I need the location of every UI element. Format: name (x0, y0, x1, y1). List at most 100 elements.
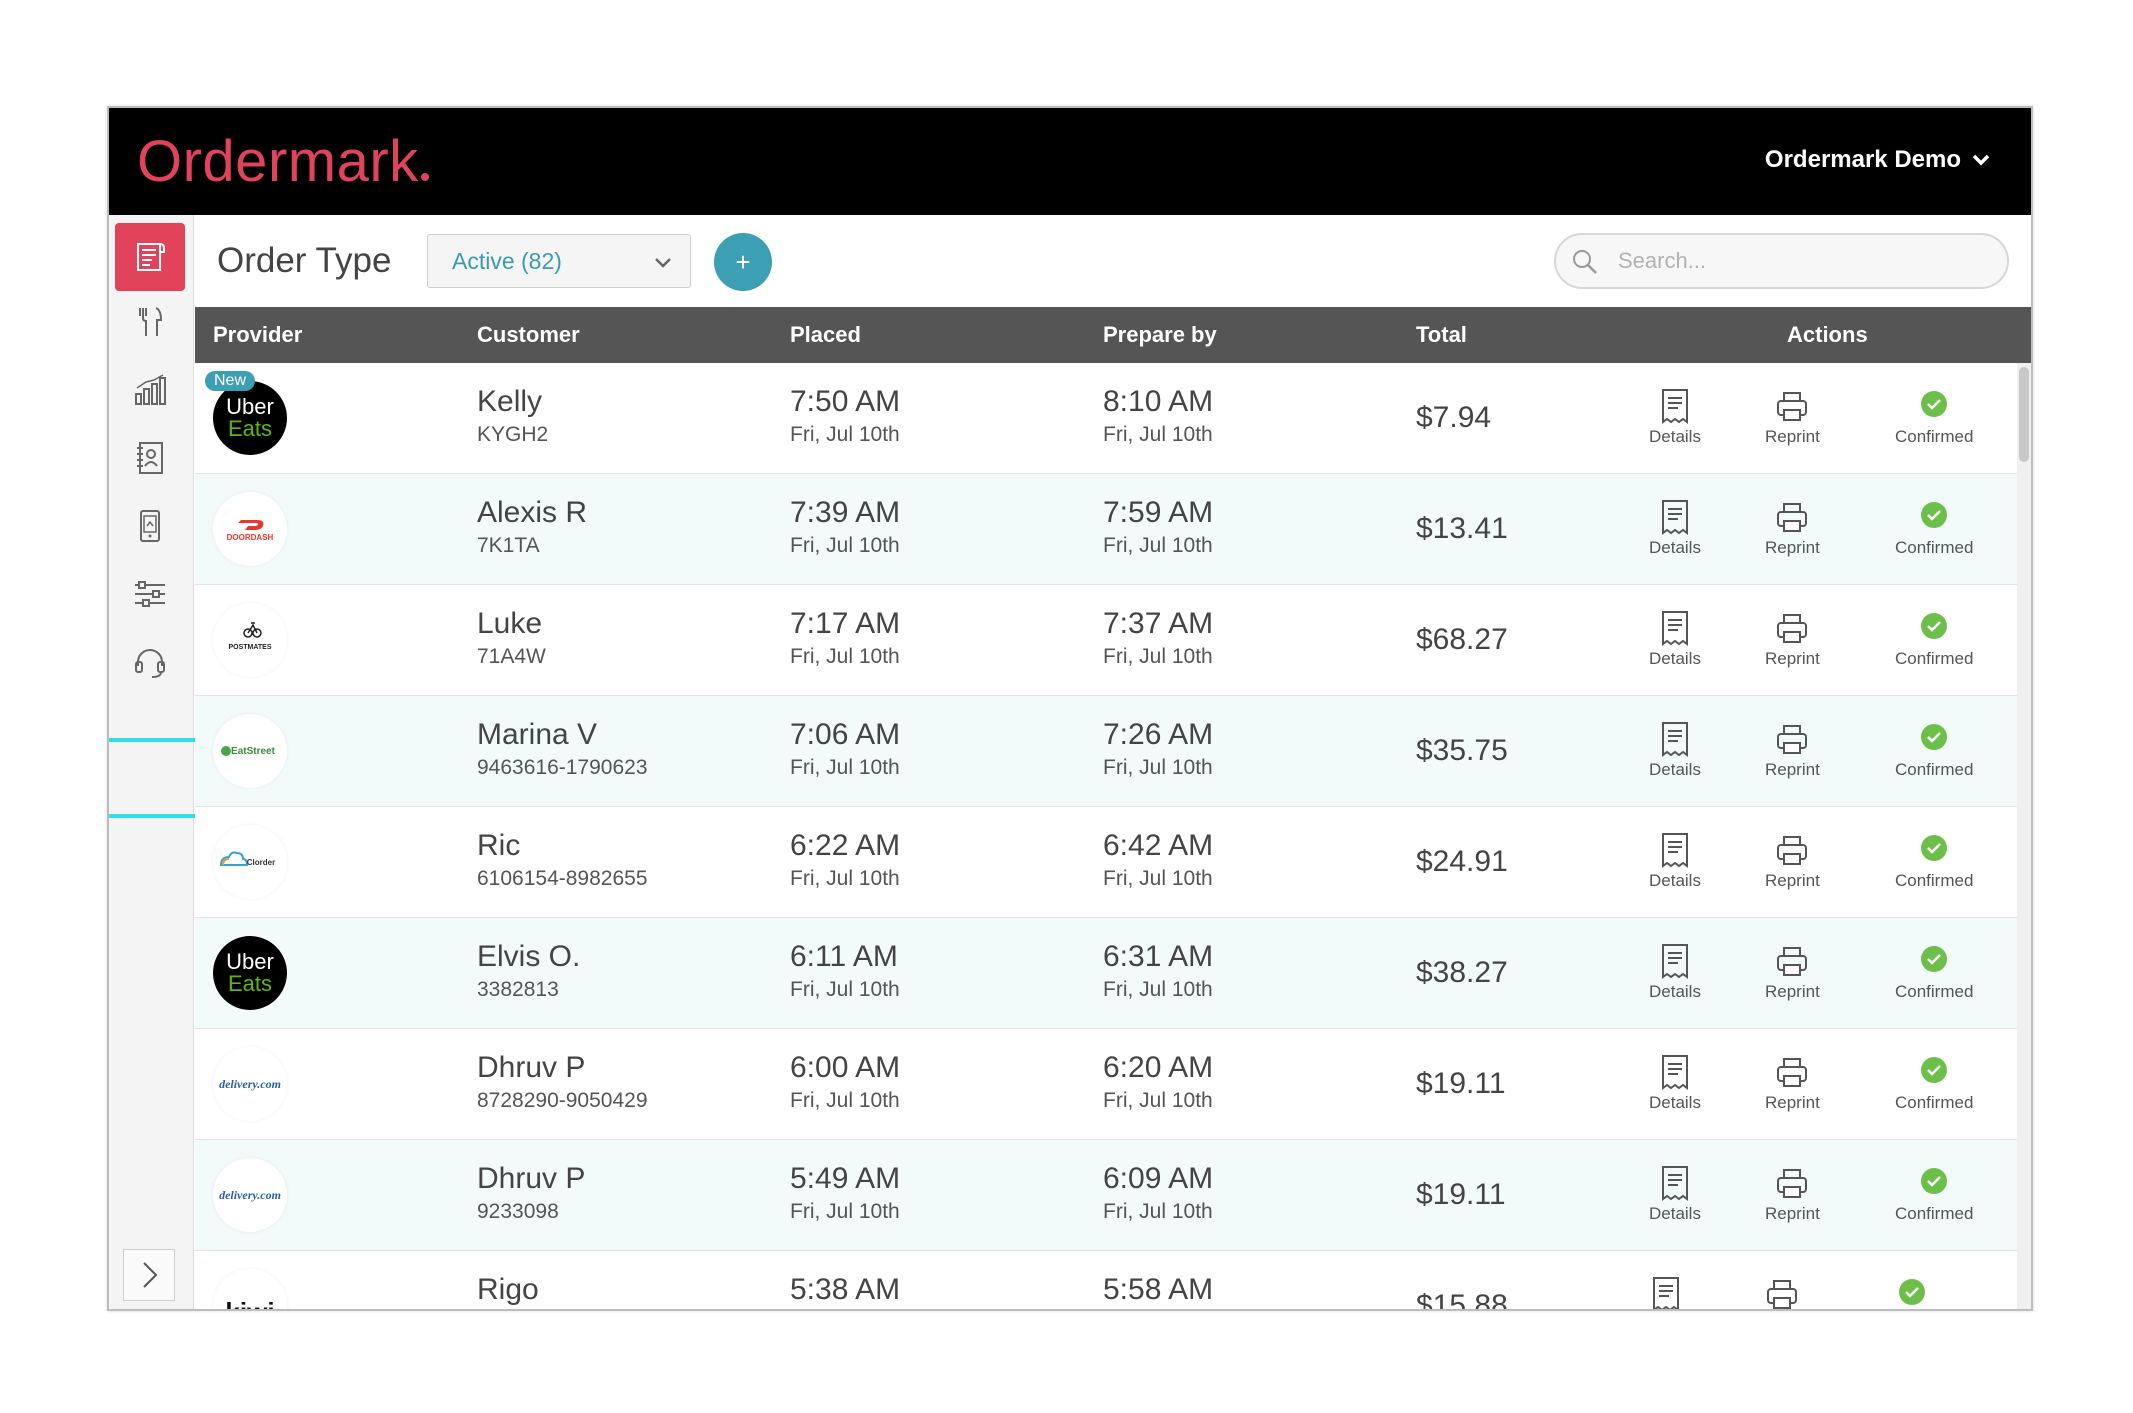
details-label: Details (1649, 982, 1701, 1001)
app-window: Ordermark Ordermark Demo (107, 106, 2033, 1311)
reprint-button[interactable]: Reprint (1765, 720, 1820, 780)
confirmed-status[interactable]: Confirmed (1895, 720, 1973, 780)
details-button[interactable]: Details (1649, 387, 1701, 447)
prepare-date: Fri, Jul 10th (1103, 423, 1213, 446)
order-total: $19.11 (1416, 1178, 1506, 1211)
order-type-select[interactable]: Active (82) (427, 234, 691, 288)
table-row[interactable]: kiwi Rigo 5:38 AM 5:58 AM $15.88 (195, 1251, 2021, 1309)
customer-name: Marina V (477, 718, 598, 751)
placed-date: Fri, Jul 10th (790, 867, 900, 890)
sidebar-item-orders[interactable] (115, 223, 185, 291)
confirmed-status[interactable]: Confirmed (1895, 942, 1973, 1002)
details-label: Details (1649, 1204, 1701, 1223)
confirmed-status[interactable]: Confirmed (1895, 387, 1973, 447)
new-badge: New (205, 371, 256, 391)
confirmed-label: Confirmed (1895, 1204, 1974, 1223)
details-button[interactable]: Details (1649, 720, 1701, 780)
order-id: 9463616-1790623 (477, 756, 648, 779)
header-total: Total (1416, 322, 1467, 347)
confirmed-status[interactable] (1895, 1275, 1929, 1309)
reprint-button[interactable]: Reprint (1765, 387, 1820, 447)
prepare-date: Fri, Jul 10th (1103, 756, 1213, 779)
table-row[interactable]: delivery.com Dhruv P 9233098 5:49 AM Fri… (195, 1140, 2021, 1251)
confirmed-status[interactable]: Confirmed (1895, 609, 1973, 669)
kiwi-logo: kiwi (213, 1269, 287, 1309)
details-button[interactable] (1649, 1275, 1683, 1309)
confirmed-status[interactable]: Confirmed (1895, 1164, 1973, 1224)
table-row[interactable]: New Uber Eats Kelly KYGH2 7:50 AM Fri, Ju… (195, 363, 2021, 474)
order-type-value: Active (82) (452, 247, 562, 274)
receipt-icon (1661, 1055, 1688, 1090)
sidebar-item-menu[interactable] (115, 291, 185, 353)
table-row[interactable]: EatStreet Marina V 9463616-1790623 7:06 … (195, 696, 2021, 807)
scrollbar-thumb[interactable] (2019, 367, 2029, 462)
details-button[interactable]: Details (1649, 1164, 1701, 1224)
expand-sidebar-button[interactable] (123, 1249, 175, 1301)
details-button[interactable]: Details (1649, 609, 1701, 669)
svg-text:delivery.com: delivery.com (219, 1077, 281, 1091)
svg-text:Clorder: Clorder (247, 858, 275, 867)
reprint-button[interactable]: Reprint (1765, 1164, 1820, 1224)
table-row[interactable]: delivery.com Dhruv P 8728290-9050429 6:0… (195, 1029, 2021, 1140)
check-circle-icon (1921, 613, 1948, 639)
contacts-icon (137, 442, 163, 474)
clorder-logo: Clorder (213, 825, 287, 899)
add-order-button[interactable]: + (714, 233, 772, 291)
prepare-date: Fri, Jul 10th (1103, 978, 1213, 1001)
uber-eats-logo: Uber Eats (213, 936, 287, 1010)
top-bar: Ordermark Ordermark Demo (109, 108, 2031, 215)
confirmed-status[interactable]: Confirmed (1895, 1053, 1973, 1113)
confirmed-status[interactable]: Confirmed (1895, 498, 1973, 558)
prepare-date: Fri, Jul 10th (1103, 645, 1213, 668)
account-menu[interactable]: Ordermark Demo (1765, 146, 1991, 174)
details-label: Details (1649, 649, 1701, 668)
printer-icon (1767, 1280, 1797, 1309)
search-input[interactable] (1618, 248, 1978, 274)
details-button[interactable]: Details (1649, 1053, 1701, 1113)
search-box[interactable] (1554, 233, 2009, 289)
header-customer: Customer (477, 322, 580, 347)
order-id: 6106154-8982655 (477, 867, 648, 890)
sidebar-item-settings[interactable] (115, 563, 185, 625)
details-button[interactable]: Details (1649, 942, 1701, 1002)
reprint-label: Reprint (1765, 871, 1820, 890)
table-header: Provider Customer Placed Prepare by Tota… (195, 307, 2031, 363)
table-row[interactable]: Uber Eats Elvis O. 3382813 6:11 AM Fri, J… (195, 918, 2021, 1029)
receipt-icon (1661, 1166, 1688, 1201)
prepare-time: 5:58 AM (1103, 1273, 1214, 1306)
details-button[interactable]: Details (1649, 831, 1701, 891)
reprint-button[interactable]: Reprint (1765, 498, 1820, 558)
reprint-button[interactable]: Reprint (1765, 831, 1820, 891)
placed-time: 7:50 AM (790, 385, 901, 418)
header-provider: Provider (213, 322, 303, 347)
prepare-time: 7:37 AM (1103, 607, 1214, 640)
table-row[interactable]: Clorder Ric 6106154-8982655 6:22 AM Fri,… (195, 807, 2021, 918)
table-row[interactable]: DOORDASH Alexis R 7K1TA 7:39 AM Fri, Jul… (195, 474, 2021, 585)
placed-time: 7:06 AM (790, 718, 901, 751)
table-scrollbar[interactable] (2017, 363, 2031, 1309)
confirmed-status[interactable]: Confirmed (1895, 831, 1973, 891)
reprint-button[interactable] (1765, 1275, 1799, 1309)
sidebar-item-support[interactable] (115, 631, 185, 693)
sidebar-item-tablet[interactable] (115, 495, 185, 557)
order-id: 8728290-9050429 (477, 1089, 648, 1112)
order-id: 7K1TA (477, 534, 540, 557)
details-button[interactable]: Details (1649, 498, 1701, 558)
reprint-button[interactable]: Reprint (1765, 609, 1820, 669)
placed-time: 5:49 AM (790, 1162, 901, 1195)
prepare-time: 6:31 AM (1103, 940, 1214, 973)
chevron-right-icon (143, 1262, 158, 1288)
reprint-button[interactable]: Reprint (1765, 1053, 1820, 1113)
svg-text:DOORDASH: DOORDASH (227, 533, 274, 542)
sidebar-item-analytics[interactable] (115, 359, 185, 421)
sidebar-item-contacts[interactable] (115, 427, 185, 489)
check-circle-icon (1921, 391, 1948, 417)
check-circle-icon (1921, 1057, 1948, 1083)
brand-name: Ordermark (137, 129, 419, 194)
table-row[interactable]: POSTMATES Luke 71A4W 7:17 AM Fri, Jul 10… (195, 585, 2021, 696)
delivery-com-logo: delivery.com (213, 1158, 287, 1232)
check-circle-icon (1921, 946, 1948, 972)
search-icon (1573, 250, 1597, 274)
reprint-button[interactable]: Reprint (1765, 942, 1820, 1002)
details-label: Details (1649, 871, 1701, 890)
